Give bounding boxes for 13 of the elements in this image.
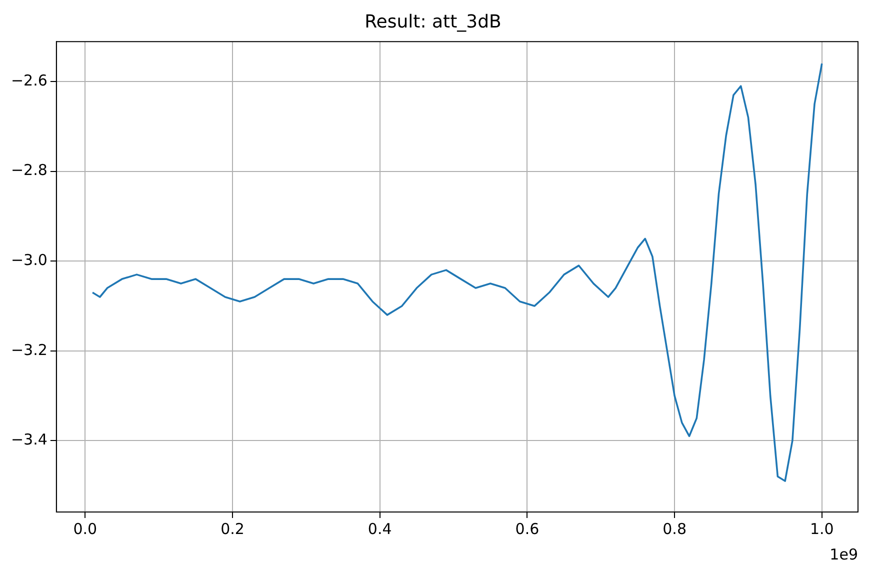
x-tick-label: 0.8 — [662, 520, 686, 538]
y-tick-label: −2.6 — [10, 71, 48, 90]
x-tick-label: 0.0 — [73, 520, 98, 538]
y-tick-label: −2.8 — [10, 161, 48, 180]
y-tick-label: −3.2 — [10, 340, 48, 359]
y-tick-label: −3.4 — [10, 430, 48, 449]
chart-title: Result: att_3dB — [364, 11, 502, 32]
x-tick-label: 0.4 — [368, 520, 392, 538]
text: 1e9 — [830, 545, 858, 564]
x-tick-label: 1.0 — [810, 520, 834, 538]
x-tick-label: 0.2 — [220, 520, 244, 538]
x-tick-label: 0.6 — [515, 520, 540, 538]
y-tick-label: −3.0 — [10, 250, 48, 269]
